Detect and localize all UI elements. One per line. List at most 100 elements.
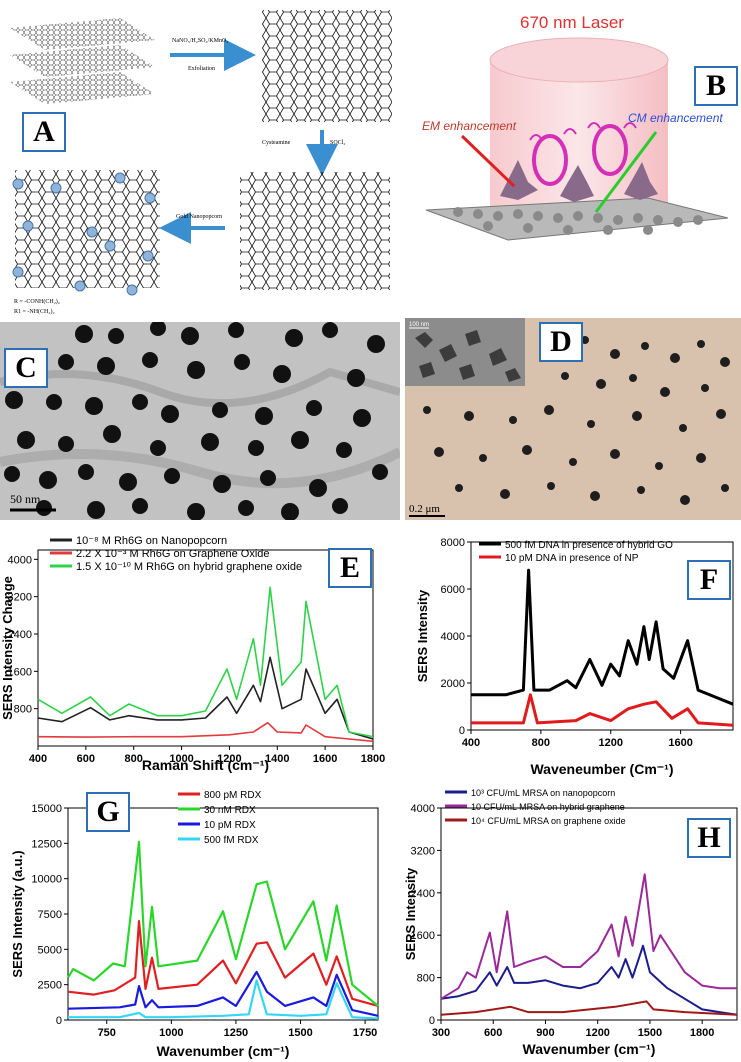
- em-label: EM enhancement: [422, 119, 517, 133]
- legend-r: R = -CONH(CH₂)₂: [14, 298, 60, 305]
- chart-f-series-2: [471, 693, 734, 727]
- chart-f-legend-label: 10 pM DNA in presence of NP: [505, 553, 639, 564]
- chart-g-ytick-label: 15000: [31, 803, 62, 815]
- chart-g-legend-label: 30 nM RDX: [204, 805, 256, 816]
- chart-g-legend-label: 800 pM RDX: [204, 790, 262, 801]
- chart-g-series-3: [67, 970, 379, 1017]
- chart-e-ytick-label: 800: [14, 704, 32, 716]
- chart-h-ytick-label: 3200: [411, 845, 435, 857]
- chart-g: 750 1000 1250 1500 1750 0 2500 5000 7500 10000 125…: [10, 790, 379, 1059]
- chart-g-xtick-label: 1500: [288, 1027, 312, 1039]
- chart-g-ytick-label: 2500: [38, 980, 62, 992]
- chart-e-xtick-label: 400: [29, 753, 47, 765]
- chart-e-ylabel: SERS Intensity Change: [0, 576, 15, 720]
- gold-nanopopcorn-particles: [12, 172, 156, 296]
- panel-e-label: E: [328, 548, 372, 588]
- chart-e-frame: [37, 549, 374, 747]
- chart-g-ytick-label: 0: [56, 1015, 62, 1027]
- chart-f-xlabel: Waveneumber (Cm⁻¹): [530, 761, 673, 777]
- graphite-layers: [10, 18, 155, 104]
- panel-g: 750 1000 1250 1500 1750 0 2500 5000 7500 10000 125…: [0, 782, 390, 1062]
- chart-h-xtick-label: 900: [536, 1027, 554, 1039]
- panel-a: NaNO₃/H₂SO₄/KMnO₄ Exfoliation Cysteamine…: [0, 0, 415, 320]
- step3-label: Gold Nanopopcorn: [176, 214, 222, 220]
- chart-g-legend-label: 500 fM RDX: [204, 835, 259, 846]
- chart-e-series-2: [37, 721, 374, 743]
- chart-f-series-1: [471, 568, 734, 706]
- chart-e-xtick-label: 600: [77, 753, 95, 765]
- chart-h: 300 600 900 1200 1500 1800 0 800 1600 2400 3200 400…: [405, 788, 738, 1057]
- chart-h-xtick-label: 1800: [690, 1027, 714, 1039]
- laser-label: 670 nm Laser: [520, 13, 624, 32]
- chart-e-xlabel: Raman Shift (cm⁻¹): [142, 757, 269, 773]
- chart-f-xtick-label: 1200: [598, 737, 622, 749]
- chart-g-series-2: [67, 840, 379, 1007]
- chart-h-series-3: [440, 1000, 738, 1016]
- panel-f: 400 800 1200 1600 0 2000 4000 6000 8000 500 fM DN…: [405, 530, 741, 780]
- chart-f: 400 800 1200 1600 0 2000 4000 6000 8000 500 fM DN…: [415, 537, 734, 777]
- panel-d: 100 nm 0.2 μm D: [405, 318, 741, 520]
- chart-f-xtick-label: 400: [462, 737, 480, 749]
- chart-h-ylabel: SERS Intensity: [405, 867, 418, 960]
- chart-g-xtick-label: 750: [98, 1027, 116, 1039]
- scale-text-d: 0.2 μm: [409, 503, 440, 515]
- chart-f-ytick-label: 4000: [441, 631, 465, 643]
- cm-label: CM enhancement: [628, 111, 723, 125]
- chart-h-ytick-label: 800: [417, 973, 435, 985]
- chart-e-xtick-label: 800: [125, 753, 143, 765]
- chart-f-legend-label: 500 fM DNA in presence of hybrid GO: [505, 540, 673, 551]
- chart-g-ytick-label: 7500: [38, 909, 62, 921]
- chart-g-ytick-label: 10000: [31, 874, 62, 886]
- functionalized-sheet: [240, 172, 390, 290]
- chart-g-xtick-label: 1750: [353, 1027, 377, 1039]
- step2b-label: SOCl₂: [330, 140, 345, 146]
- chart-g-xtick-label: 1000: [159, 1027, 183, 1039]
- laser-beam-top: [489, 37, 669, 83]
- inset-scale-text: 100 nm: [409, 322, 429, 328]
- chart-e-xtick-label: 1600: [313, 753, 337, 765]
- panel-a-label: A: [22, 112, 66, 152]
- chart-h-xlabel: Wavenumber (cm⁻¹): [523, 1041, 656, 1057]
- chart-f-ytick-label: 0: [459, 725, 465, 737]
- chart-g-xtick-label: 1250: [224, 1027, 248, 1039]
- chart-h-ytick-label: 4000: [411, 803, 435, 815]
- chart-f-xtick-label: 800: [532, 737, 550, 749]
- chart-h-series-2: [440, 873, 737, 1000]
- chart-f-xtick-label: 1600: [668, 737, 692, 749]
- chart-h-xtick-label: 300: [432, 1027, 450, 1039]
- chart-e-legend-label: 10⁻⁸ M Rh6G on Nanopopcorn: [76, 535, 227, 547]
- chart-g-ytick-label: 5000: [38, 944, 62, 956]
- chart-g-series-4: [68, 979, 379, 1020]
- step2-label: Cysteamine: [262, 140, 291, 146]
- chart-e-ytick-label: 4000: [8, 554, 32, 566]
- panel-f-label: F: [687, 560, 731, 600]
- step1b-label: Exfoliation: [188, 65, 215, 72]
- chart-g-series-1: [67, 920, 379, 1007]
- chart-e-xtick-label: 1800: [361, 753, 385, 765]
- chart-g-ylabel: SERS Intensity (a.u.): [10, 850, 25, 977]
- chart-f-ytick-label: 2000: [441, 678, 465, 690]
- chart-e-ytick-label: 3200: [8, 592, 32, 604]
- em-arrow: [460, 134, 516, 188]
- chart-e-series-1: [37, 656, 374, 740]
- graphene-oxide-sheet: [262, 10, 392, 122]
- panel-a-scheme: NaNO₃/H₂SO₄/KMnO₄ Exfoliation Cysteamine…: [10, 10, 392, 315]
- chart-f-ylabel: SERS Intensity: [415, 589, 430, 682]
- chart-e-xtick-label: 1200: [217, 753, 241, 765]
- panel-d-label: D: [539, 322, 583, 362]
- panel-b-label: B: [694, 66, 738, 106]
- panel-b-illustration: 670 nm Laser EM enhancement CM enhanceme…: [422, 13, 729, 241]
- chart-h-legend-label: 10⁴ CFU/mL MRSA on graphene oxide: [471, 816, 626, 826]
- chart-e-xtick-label: 1000: [169, 753, 193, 765]
- legend-r1: R1 = -NH(CH₂)₂: [14, 308, 55, 315]
- chart-h-xtick-label: 1500: [638, 1027, 662, 1039]
- chart-g-xlabel: Wavenumber (cm⁻¹): [157, 1043, 290, 1059]
- nanoparticle-molecules: [500, 122, 658, 202]
- panel-b: 670 nm Laser EM enhancement CM enhanceme…: [418, 0, 741, 320]
- chart-h-legend-label: 10 CFU/mL MRSA on hybrid graphene: [471, 802, 625, 812]
- scale-text-c: 50 nm: [10, 492, 41, 506]
- chart-f-ytick-label: 8000: [441, 537, 465, 549]
- panel-g-label: G: [86, 792, 130, 832]
- chart-h-xtick-label: 1200: [585, 1027, 609, 1039]
- panel-c: 50 nm C: [0, 322, 400, 520]
